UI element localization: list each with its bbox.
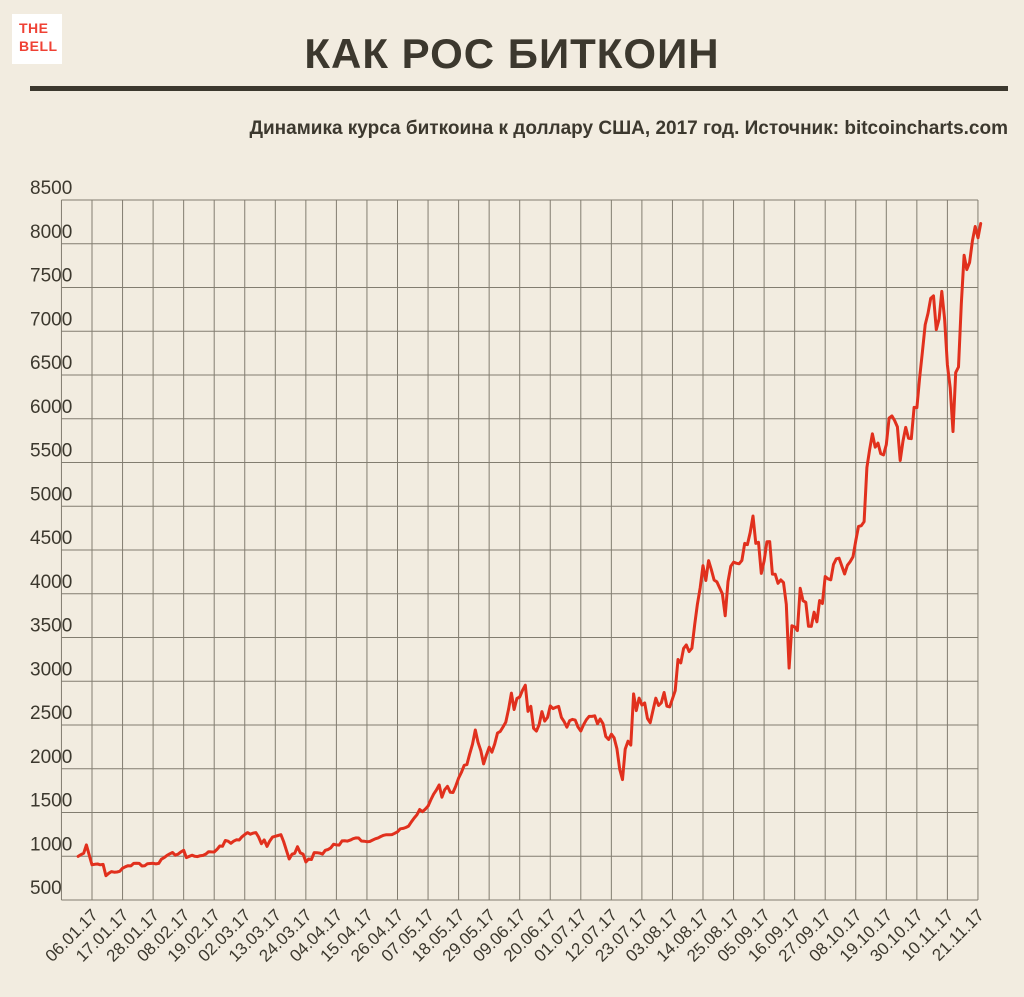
y-tick-label: 3000 [30,659,72,680]
y-axis-labels: 500 1000 1500 2000 2500 3000 3500 4000 4500 5000 5… [30,178,72,899]
y-tick-label: 8500 [30,178,72,199]
chart-grid [60,199,979,901]
chart-subtitle: Динамика курса биткоина к доллару США, 2… [249,118,1008,139]
y-tick-label: 3500 [30,616,72,637]
y-tick-label: 8000 [30,222,72,243]
logo-line-1: THE [19,20,49,36]
title-divider [30,86,1008,91]
the-bell-logo: THE BELL [12,14,62,64]
logo-line-2: BELL [19,37,58,54]
y-tick-label: 6000 [30,397,72,418]
y-tick-label: 4000 [30,572,72,593]
page-title: КАК РОС БИТКОИН [304,30,720,77]
y-tick-label: 7500 [30,266,72,287]
y-tick-label: 500 [30,878,62,899]
y-tick-label: 6500 [30,353,72,374]
y-tick-label: 7000 [30,309,72,330]
bitcoin-price-series [76,222,983,878]
y-tick-label: 1500 [30,791,72,812]
y-tick-label: 2500 [30,703,72,724]
x-axis-labels: 06.01.1717.01.1728.01.1708.02.1719.02.17… [42,905,988,965]
y-tick-label: 5500 [30,441,72,462]
y-tick-label: 4500 [30,528,72,549]
y-tick-label: 5000 [30,484,72,505]
y-tick-label: 2000 [30,747,72,768]
y-tick-label: 1000 [30,834,72,855]
